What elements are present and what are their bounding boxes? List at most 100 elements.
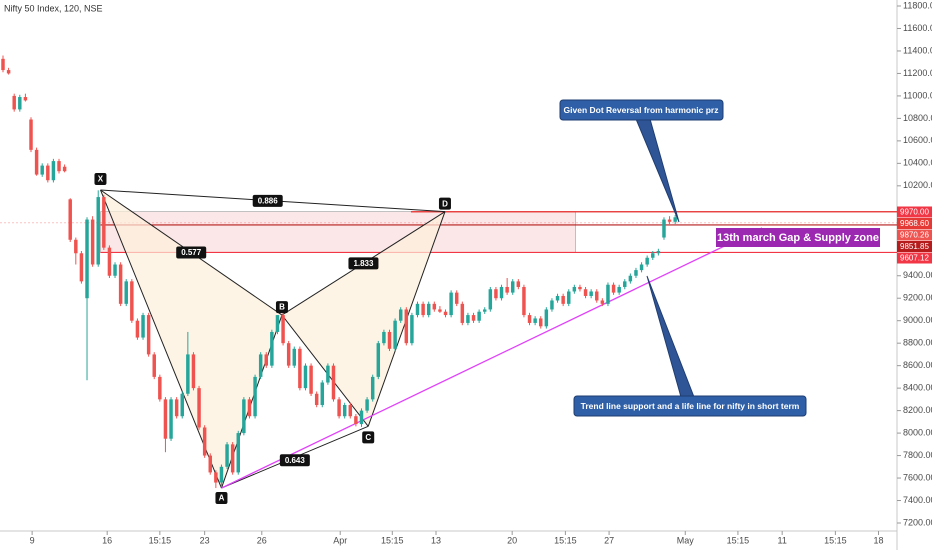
x-tick-label: 15:15 xyxy=(727,535,750,545)
pattern-point-box xyxy=(362,431,375,444)
candle-body xyxy=(337,399,341,417)
candle-body xyxy=(527,315,532,323)
candle-body xyxy=(34,149,39,175)
zone-label-box xyxy=(716,228,880,247)
candle-body xyxy=(348,404,353,417)
price-tag-label: 9968.60 xyxy=(900,219,929,228)
candle-body xyxy=(600,300,605,304)
y-tick-label: 7200.00 xyxy=(903,517,932,527)
pattern-point-label: D xyxy=(442,199,448,208)
candle-body xyxy=(225,444,229,467)
y-tick-label: 10400.00 xyxy=(903,158,932,168)
candle-body xyxy=(258,354,263,377)
candle-body xyxy=(23,97,28,101)
x-tick-label: 18 xyxy=(874,535,884,545)
candle-body xyxy=(169,399,173,439)
x-tick-label: 11 xyxy=(777,535,786,545)
candle-body xyxy=(113,264,117,276)
pattern-point-label: X xyxy=(98,175,104,184)
candle-body xyxy=(511,281,515,293)
candle-body xyxy=(146,315,151,355)
candle-body xyxy=(124,281,128,304)
y-tick-label: 9400.00 xyxy=(903,270,932,280)
candle-body xyxy=(230,444,235,473)
y-tick-label: 10600.00 xyxy=(903,135,932,145)
candle-body xyxy=(645,257,649,265)
candle-body xyxy=(477,311,481,321)
candle-body xyxy=(90,219,95,265)
ratio-box xyxy=(176,246,207,259)
ratio-label: 0.886 xyxy=(258,196,279,205)
candle-body xyxy=(623,281,627,287)
price-tag-label: 9851.85 xyxy=(900,242,929,251)
candle-body xyxy=(454,292,459,304)
candle-body xyxy=(51,161,56,181)
callout-box xyxy=(573,395,807,417)
candle-body xyxy=(130,281,134,321)
pattern-point-label: C xyxy=(365,433,371,442)
candle-body xyxy=(533,318,537,323)
candle-body xyxy=(107,247,112,276)
price-tag-box xyxy=(897,241,932,252)
candle-body xyxy=(617,286,621,293)
candle-body xyxy=(516,281,521,287)
x-tick-label: 15:15 xyxy=(824,535,847,545)
candle-body xyxy=(488,289,493,310)
price-tag-label: 9970.00 xyxy=(900,208,929,217)
price-tag-box xyxy=(897,229,932,241)
candle-body xyxy=(432,303,437,310)
candle-body xyxy=(404,309,409,344)
y-tick-label: 10200.00 xyxy=(903,180,932,190)
candle-body xyxy=(583,289,588,296)
ratio-box xyxy=(252,194,283,207)
candle-body xyxy=(589,291,593,296)
callout-text: Trend line support and a life line for n… xyxy=(581,401,800,411)
trendline xyxy=(221,227,763,489)
candle-body xyxy=(370,376,375,400)
candle-body xyxy=(359,410,364,425)
callout-text: Given Dot Reversal from harmonic prz xyxy=(564,105,719,115)
ratio-box xyxy=(279,454,310,467)
candle-body xyxy=(326,365,330,383)
candle-body xyxy=(174,399,179,417)
candle-body xyxy=(79,253,84,282)
candle-body xyxy=(219,466,224,483)
candle-body xyxy=(421,303,425,316)
candle-body xyxy=(376,343,381,377)
candle-body xyxy=(398,309,403,321)
y-tick-label: 9000.00 xyxy=(903,315,932,325)
candle-body xyxy=(68,199,72,240)
x-tick-label: May xyxy=(677,535,695,545)
callout-pointer xyxy=(635,118,680,223)
candle-body xyxy=(342,404,347,417)
candle-body xyxy=(499,286,504,299)
candle-body xyxy=(62,166,67,172)
price-tag-label: 9870.26 xyxy=(900,231,929,240)
x-tick-label: 20 xyxy=(507,535,517,545)
candle-body xyxy=(57,161,61,172)
candle-body xyxy=(186,354,190,394)
candle-body xyxy=(595,291,599,301)
candle-body xyxy=(29,119,33,150)
candle-body xyxy=(303,365,308,389)
chart-title: Nifty 50 Index, 120, NSE xyxy=(4,3,103,13)
candle-body xyxy=(634,270,638,276)
price-tag-label: 9607.12 xyxy=(900,254,929,263)
candle-body xyxy=(567,291,571,304)
price-tag-box xyxy=(897,252,932,264)
price-tag-box xyxy=(897,206,932,218)
candle-body xyxy=(651,253,655,258)
candle-body xyxy=(236,433,240,473)
candle-body xyxy=(135,320,140,338)
y-tick-label: 11200.00 xyxy=(903,68,932,78)
y-tick-label: 11800.00 xyxy=(903,0,932,10)
candle-body xyxy=(96,197,100,265)
pattern-point-box xyxy=(94,172,107,185)
x-tick-label: 9 xyxy=(30,535,35,545)
candle-body xyxy=(555,295,560,301)
candle-body xyxy=(656,251,661,254)
candle-body xyxy=(606,284,610,304)
candle-body xyxy=(331,365,336,400)
y-tick-label: 9200.00 xyxy=(903,293,932,303)
